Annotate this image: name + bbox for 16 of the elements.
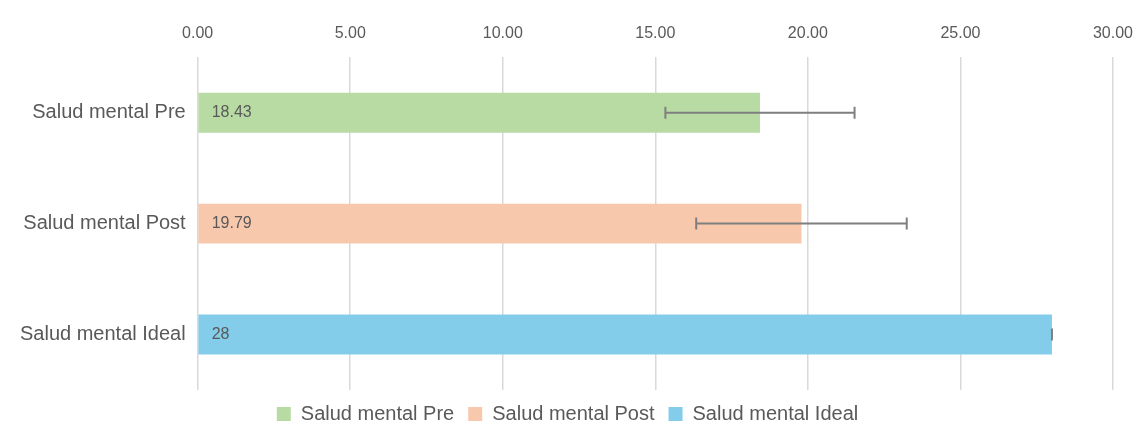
x-tick-label: 25.00	[940, 24, 981, 42]
data-label: 18.43	[211, 103, 252, 121]
data-label: 19.79	[211, 214, 252, 232]
x-tick-label: 20.00	[787, 24, 828, 42]
data-label: 28	[211, 324, 230, 342]
x-tick-label: 0.00	[182, 24, 214, 42]
legend-label: Salud mental Ideal	[692, 401, 859, 424]
y-tick-label: Salud mental Post	[23, 211, 187, 234]
legend-label: Salud mental Pre	[300, 401, 455, 424]
x-tick-label: 15.00	[635, 24, 676, 42]
legend-label: Salud mental Post	[492, 401, 655, 424]
x-tick-label: 30.00	[1092, 24, 1134, 42]
x-tick-label: 10.00	[482, 24, 523, 42]
y-tick-label: Salud mental Pre	[32, 100, 186, 123]
x-tick-label: 5.00	[334, 24, 366, 42]
y-tick-label: Salud mental Ideal	[19, 322, 186, 345]
